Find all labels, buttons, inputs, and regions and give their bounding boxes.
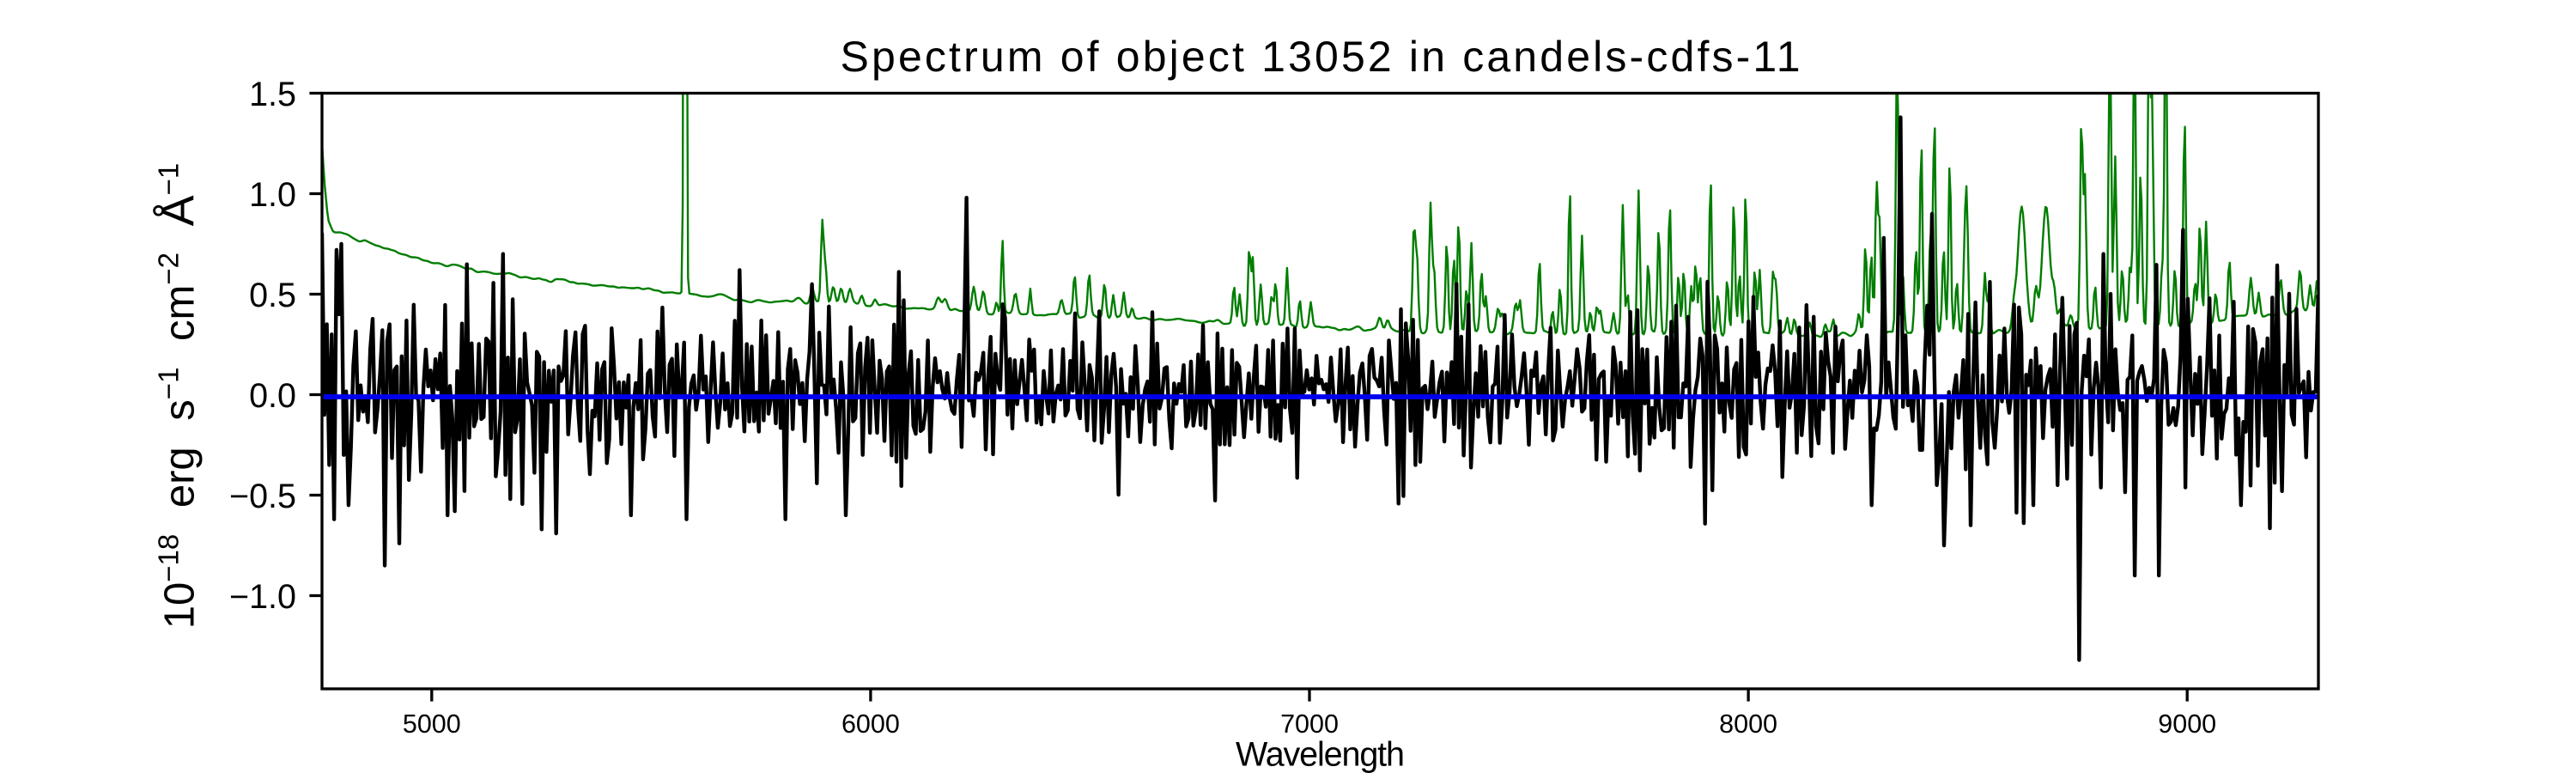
- svg-text:8000: 8000: [1719, 709, 1777, 739]
- svg-text:7000: 7000: [1280, 709, 1339, 739]
- svg-text:5000: 5000: [403, 709, 461, 739]
- svg-text:−1.0: −1.0: [229, 578, 296, 616]
- svg-text:9000: 9000: [2158, 709, 2216, 739]
- svg-text:0.5: 0.5: [249, 277, 296, 314]
- svg-text:0.0: 0.0: [249, 377, 296, 415]
- svg-text:1.0: 1.0: [249, 176, 296, 214]
- svg-text:Wavelength: Wavelength: [1236, 736, 1405, 773]
- svg-text:−0.5: −0.5: [229, 478, 296, 515]
- svg-text:Spectrum of object 13052 in ca: Spectrum of object 13052 in candels-cdfs…: [841, 33, 1801, 81]
- svg-text:1.5: 1.5: [249, 76, 296, 113]
- svg-text:10−18 erg s−1 cm−2 Å−1: 10−18 erg s−1 cm−2 Å−1: [152, 163, 204, 630]
- svg-text:6000: 6000: [841, 709, 900, 739]
